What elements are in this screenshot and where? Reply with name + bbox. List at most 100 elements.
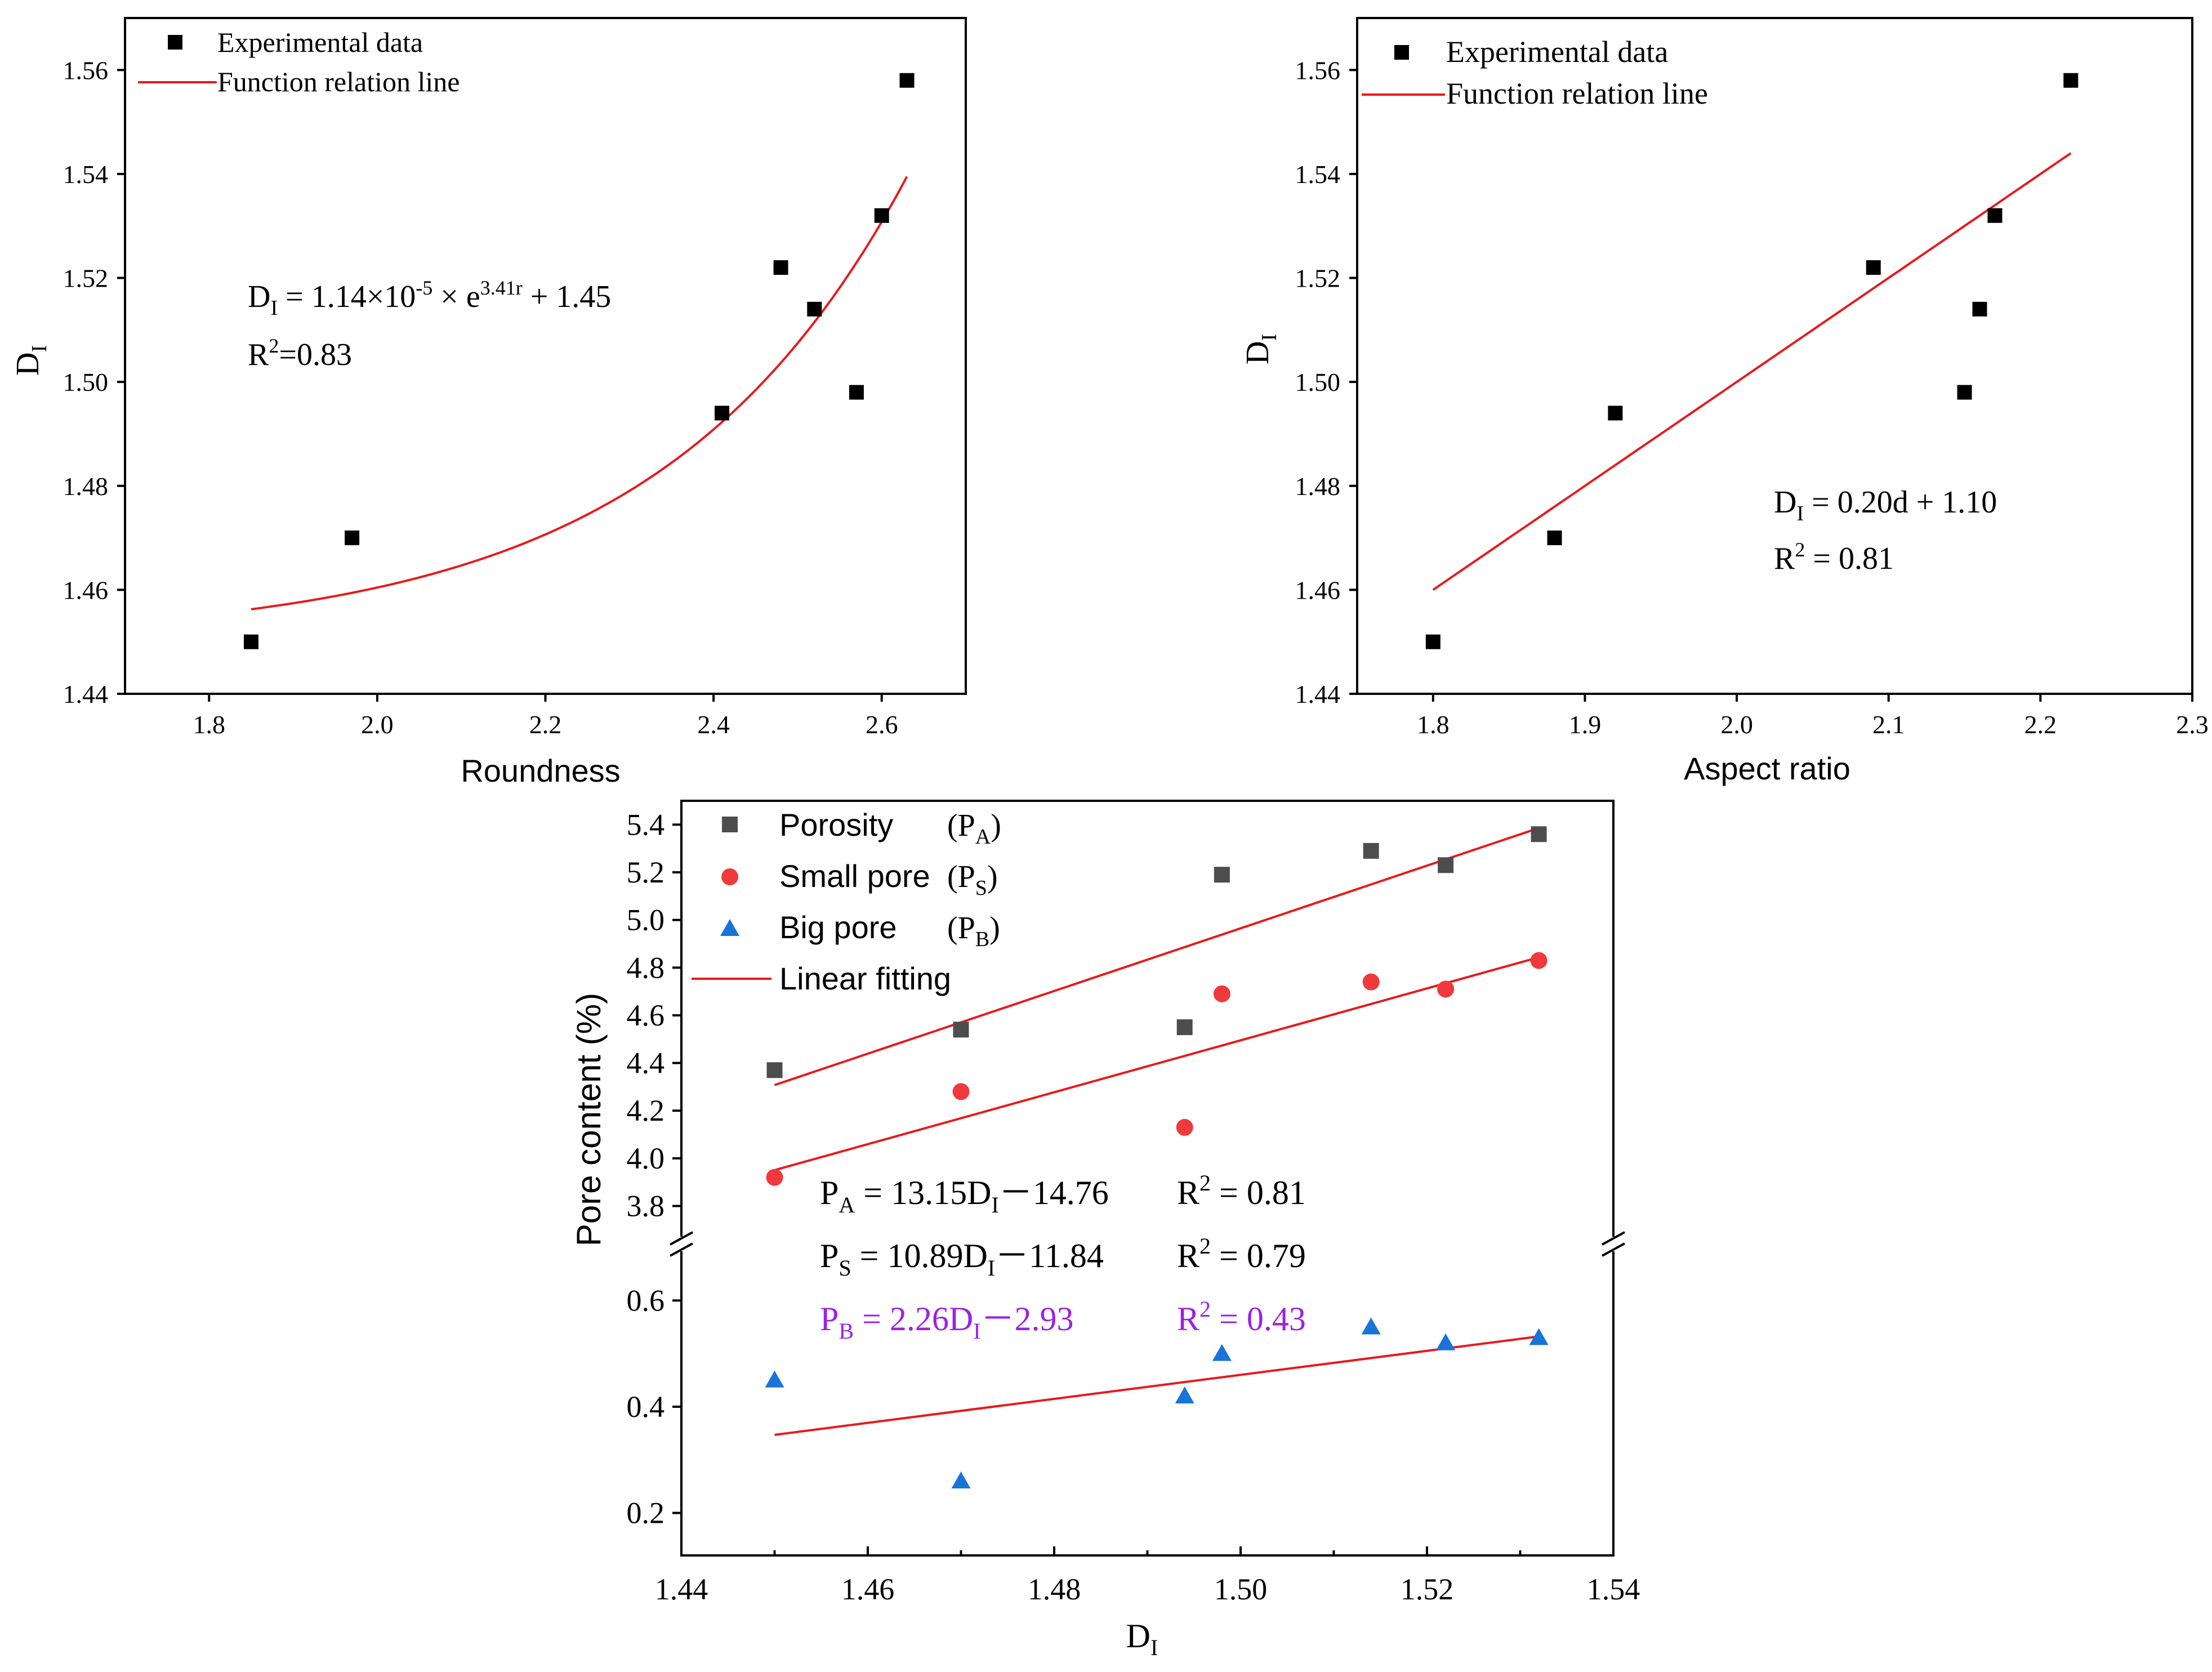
data-point-big-pore	[765, 1370, 784, 1388]
data-point-porosity	[1214, 867, 1230, 883]
x-tick-label: 2.2	[529, 710, 562, 739]
y-tick-label: 5.4	[627, 808, 665, 841]
ticks-pore: 1.44 1.46 1.48 1.50 1.52 1.54 3.8 4.0 4.2 4.4 4.6 4…	[627, 808, 1640, 1606]
data-point	[1547, 530, 1562, 546]
fit-lines-pore	[774, 827, 1540, 1436]
data-point	[1972, 301, 1987, 316]
y-tick-label: 4.0	[627, 1142, 665, 1175]
legend-label-fit-line: Function relation line	[217, 66, 460, 97]
plot-frame-aspect	[1356, 17, 2193, 695]
y-tick-label: 1.56	[63, 56, 109, 84]
legend-marker-experimental-b	[1394, 45, 1409, 60]
x-axis-label-roundness: Roundness	[461, 753, 620, 788]
x-tick-label: 1.54	[1587, 1572, 1640, 1606]
r-squared-small-pore: R2 = 0.79	[1177, 1233, 1306, 1274]
legend-marker-porosity	[722, 817, 738, 832]
fit-curve-roundness	[251, 176, 908, 610]
data-point	[243, 634, 258, 649]
legend-aspect: Experimental data Function relation line	[1362, 35, 1708, 110]
legend-label-small-pore: Small pore	[779, 858, 930, 894]
y-tick-label: 0.2	[627, 1496, 665, 1530]
y-tick-label: 0.4	[627, 1390, 665, 1424]
fit-line-aspect	[1432, 152, 2072, 591]
legend-pore: Porosity (PA) Small pore (PS) Big pore (…	[692, 807, 1001, 996]
x-tick-label: 1.52	[1401, 1572, 1454, 1606]
y-axis-label-pore: Pore content (%)	[570, 993, 608, 1246]
data-point	[849, 385, 864, 400]
x-axis-label-aspect: Aspect ratio	[1684, 751, 1850, 786]
y-tick-label: 1.52	[1295, 264, 1341, 293]
axis-break-slash	[1602, 1231, 1625, 1246]
legend-label-linear-fitting: Linear fitting	[779, 961, 951, 996]
y-tick-label: 1.46	[1295, 576, 1341, 604]
x-tick-label: 2.6	[866, 710, 898, 739]
y-axis-label-roundness: DI	[9, 345, 51, 376]
data-point-small-pore	[1176, 1118, 1193, 1136]
data-point-porosity	[1363, 842, 1379, 859]
data-point-big-pore	[1361, 1317, 1381, 1335]
r-squared-aspect: R2 = 0.81	[1774, 538, 1894, 576]
axis-break-slash	[670, 1231, 693, 1246]
y-tick-label: 1.48	[63, 472, 109, 501]
y-tick-label: 1.46	[63, 576, 109, 604]
fit-line	[1432, 152, 2072, 591]
data-point-small-pore	[1213, 985, 1230, 1002]
legend-label-fit-line-b: Function relation line	[1446, 77, 1708, 110]
y-tick-label: 1.52	[63, 264, 109, 293]
data-point	[1987, 208, 2003, 223]
x-axis-label-pore: DI	[1126, 1617, 1158, 1660]
x-tick-label: 2.4	[697, 710, 730, 739]
axis-break-slash	[670, 1242, 693, 1257]
x-tick-label: 2.0	[361, 710, 394, 739]
legend-paren-porosity: (PA)	[947, 808, 1001, 849]
data-point	[2063, 73, 2079, 88]
axis-break-slash	[1602, 1242, 1625, 1257]
legend-marker-experimental	[168, 35, 182, 50]
data-point-small-pore	[1362, 973, 1380, 991]
x-tick-label: 2.0	[1720, 710, 1753, 739]
x-tick-label: 1.44	[655, 1572, 708, 1606]
y-tick-label: 1.48	[1295, 472, 1341, 501]
data-point-small-pore	[766, 1169, 783, 1186]
x-tick-label: 1.8	[193, 710, 226, 739]
data-point-big-pore	[1529, 1328, 1549, 1345]
legend-label-experimental-b: Experimental data	[1446, 35, 1668, 69]
x-tick-label: 1.8	[1417, 710, 1450, 739]
data-point	[874, 208, 889, 223]
data-point-porosity	[953, 1022, 969, 1038]
axis-break-marks	[668, 1231, 1627, 1257]
fit-line-small-pore	[774, 956, 1540, 1171]
data-point	[1608, 405, 1623, 421]
y-tick-label: 1.44	[63, 680, 109, 708]
x-tick-label: 2.3	[2176, 710, 2209, 739]
chart-roundness: 1.8 2.0 2.2 2.4 2.6 1.44 1.46 1.48 1.50 1.52 1.54 1…	[9, 17, 967, 788]
ticks-roundness: 1.8 2.0 2.2 2.4 2.6 1.44 1.46 1.48 1.50 1.52 1.54 1…	[63, 56, 898, 739]
legend-label-experimental: Experimental data	[217, 26, 423, 58]
legend-marker-small-pore	[721, 868, 738, 885]
points-pore	[765, 826, 1549, 1488]
legend-label-big-pore: Big pore	[779, 909, 897, 945]
data-point-porosity	[766, 1062, 783, 1078]
fit-line	[251, 176, 908, 610]
data-point-big-pore	[1175, 1386, 1194, 1404]
equation-roundness: DI = 1.14×10-5 × e3.41r + 1.45	[248, 277, 611, 320]
data-point-small-pore	[1530, 952, 1547, 969]
legend-marker-big-pore	[720, 919, 739, 936]
equation-small-pore: PS = 10.89DI－11.84	[820, 1237, 1104, 1281]
chart-aspect-ratio: 1.8 1.9 2.0 2.1 2.2 2.3 1.44 1.46 1.48 1.50 1.52 1.…	[1239, 17, 2209, 786]
legend-label-porosity: Porosity	[779, 807, 893, 842]
y-tick-label: 1.50	[1295, 368, 1341, 396]
y-tick-label: 4.4	[627, 1046, 665, 1080]
data-point-porosity	[1438, 857, 1454, 873]
ticks-aspect: 1.8 1.9 2.0 2.1 2.2 2.3 1.44 1.46 1.48 1.50 1.52 1.…	[1295, 56, 2209, 739]
data-point-big-pore	[1436, 1333, 1456, 1350]
y-tick-label: 5.0	[627, 903, 665, 937]
r-squared-roundness: R2=0.83	[248, 335, 352, 372]
x-tick-label: 2.1	[1872, 710, 1905, 739]
equation-aspect: DI = 0.20d + 1.10	[1774, 485, 1997, 525]
y-tick-label: 1.44	[1295, 680, 1341, 708]
legend-paren-small-pore: (PS)	[947, 859, 998, 900]
y-tick-label: 0.6	[627, 1283, 665, 1317]
